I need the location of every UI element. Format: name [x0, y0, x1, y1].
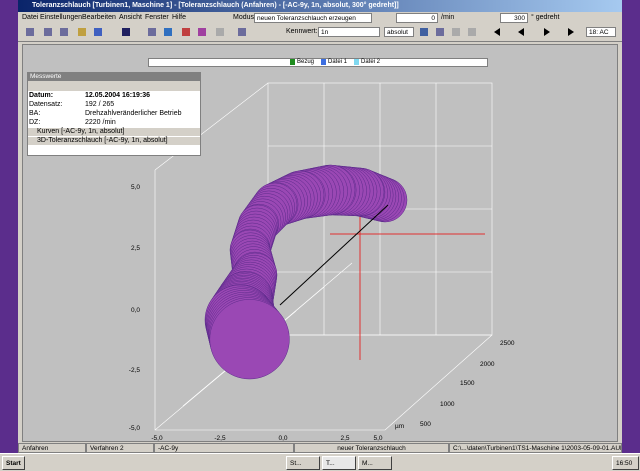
- task-button[interactable]: M...: [358, 456, 392, 470]
- row-label: Datensatz:: [29, 101, 63, 108]
- x-axis-label: 5,0: [373, 435, 382, 442]
- tube-ring: [209, 299, 290, 380]
- angle-unit: ° gedreht: [531, 14, 560, 21]
- row-label: Datum:: [29, 92, 54, 99]
- menu-item[interactable]: Ansicht: [119, 14, 142, 21]
- x-axis-label: 0,0: [278, 435, 287, 442]
- mode-label: Modus:: [233, 14, 256, 21]
- depth-axis-label: 2000: [480, 361, 495, 368]
- menu-item[interactable]: Fenster: [145, 14, 169, 21]
- tree-item[interactable]: Kurven [-AC-9y, 1n, absolut]: [28, 128, 200, 136]
- menu-item[interactable]: Bearbeiten: [82, 14, 116, 21]
- legend-entry: Bezug: [297, 59, 315, 65]
- y-axis-label: 5,0: [131, 184, 140, 191]
- tree-item[interactable]: 3D-Toleranzschlauch [-AC-9y, 1n, absolut…: [28, 137, 200, 145]
- x-axis-unit: µm: [395, 423, 404, 430]
- angle-input[interactable]: 300: [500, 13, 528, 23]
- y-axis-label: -2,5: [129, 367, 141, 374]
- x-axis-label: 2,5: [340, 435, 349, 442]
- row-value: 2220 /min: [85, 119, 116, 126]
- speed-unit: /min: [441, 14, 455, 21]
- status-field: Anfahren: [18, 443, 86, 453]
- status-field: C:\...\daten\Turbinen1\TS1-Maschine 1\20…: [449, 443, 622, 453]
- depth-axis-label: 500: [420, 421, 431, 428]
- status-field: neuer Toleranzschlauch: [294, 443, 449, 453]
- status-field: Verfahren 2: [86, 443, 154, 453]
- legend-entry: Datei 2: [361, 59, 381, 65]
- separator: [18, 41, 622, 42]
- row-value: 192 / 265: [85, 101, 115, 108]
- y-axis-label: -5,0: [129, 425, 141, 432]
- menu-item[interactable]: Hilfe: [172, 14, 187, 21]
- reference-line: [279, 204, 389, 306]
- y-axis-label: 0,0: [131, 307, 140, 314]
- row-label: DZ:: [29, 119, 41, 126]
- panel-toolbar: [28, 81, 200, 91]
- row-value: Drehzahlveränderlicher Betrieb: [85, 110, 182, 117]
- legend-swatch: [321, 59, 326, 65]
- toolbar: Kennwert: 1n absolut 18: AC: [18, 25, 622, 39]
- info-panel: Messwerte Datum: 12.05.2004 16:19:36 Dat…: [27, 72, 201, 156]
- channel-field[interactable]: 18: AC: [586, 27, 616, 37]
- legend-swatch: [290, 59, 295, 65]
- toolbar-icons: [26, 28, 574, 36]
- depth-axis-label: 2500: [500, 340, 515, 347]
- plot-box: [154, 82, 493, 431]
- taskbar: Start St... T... M... 16:50: [0, 453, 640, 471]
- title-bar: Toleranzschlauch [Turbinen1, Maschine 1]…: [18, 0, 622, 12]
- row-value: 12.05.2004 16:19:36: [85, 92, 150, 99]
- depth-axis-label: 1000: [440, 401, 455, 408]
- scale-select[interactable]: absolut: [384, 27, 414, 37]
- mode-select[interactable]: neuen Toleranzschlauch erzeugen: [254, 13, 372, 23]
- row-label: BA:: [29, 110, 41, 117]
- start-button[interactable]: Start: [2, 456, 25, 470]
- x-axis-label: -5,0: [151, 435, 163, 442]
- panel-title: Messwerte: [28, 73, 200, 81]
- y-axis-label: 2,5: [131, 245, 140, 252]
- clock: 16:50: [612, 456, 639, 470]
- tolerance-tube: [204, 164, 408, 380]
- task-button[interactable]: St...: [286, 456, 320, 470]
- speed-input[interactable]: 0: [396, 13, 438, 23]
- legend: Bezug Datei 1 Datei 2: [148, 58, 488, 67]
- kennwert-label: Kennwert:: [286, 28, 318, 35]
- task-button[interactable]: T...: [322, 456, 356, 470]
- menu-item[interactable]: Datei: [22, 14, 39, 21]
- menu-bar: Datei Einstellungen Bearbeiten Ansicht F…: [18, 12, 622, 24]
- menu-item[interactable]: Einstellungen: [40, 14, 83, 21]
- legend-entry: Datei 1: [328, 59, 348, 65]
- depth-axis-label: 1500: [460, 380, 475, 387]
- kennwert-select[interactable]: 1n: [318, 27, 380, 37]
- status-field: -AC-9y: [154, 443, 294, 453]
- legend-swatch: [354, 59, 359, 65]
- x-axis-label: -2,5: [214, 435, 226, 442]
